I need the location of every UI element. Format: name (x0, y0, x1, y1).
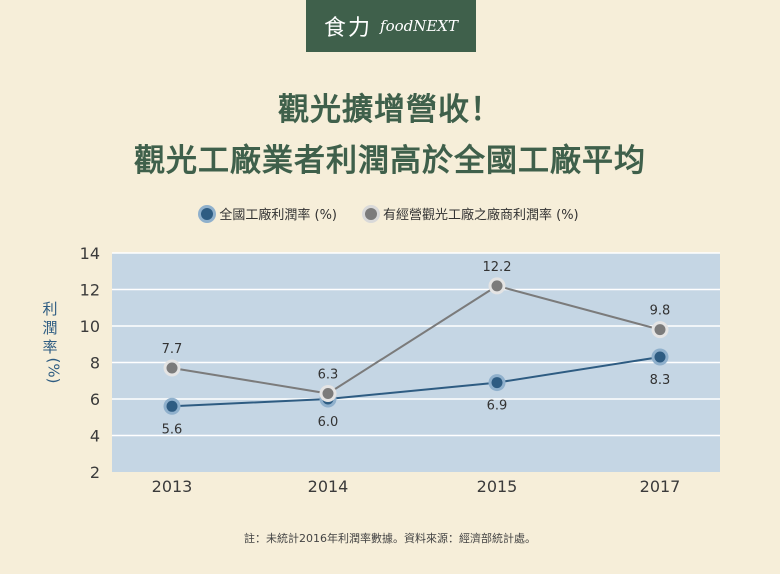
series-line-1 (171, 284, 661, 395)
y-tick-label: 14 (80, 244, 100, 263)
data-point (654, 324, 666, 336)
series-line-0 (171, 356, 661, 408)
legend-item-national: 全國工廠利潤率 (%) (201, 204, 337, 223)
data-point (166, 362, 178, 374)
logo-english: foodNEXT (380, 17, 458, 35)
data-label: 5.6 (162, 422, 183, 437)
data-point (322, 388, 334, 400)
data-label: 7.7 (162, 342, 183, 357)
data-label: 6.3 (318, 368, 339, 383)
x-tick-label: 2017 (640, 477, 681, 496)
x-tick-label: 2013 (152, 477, 193, 496)
data-label: 12.2 (483, 260, 512, 275)
data-point (491, 280, 503, 292)
x-tick-label: 2014 (308, 477, 349, 496)
data-point (166, 400, 178, 412)
logo-chinese: 食力 (324, 16, 373, 41)
y-tick-label: 2 (90, 463, 100, 482)
chart-legend: 全國工廠利潤率 (%) 有經營觀光工廠之廠商利潤率 (%) (0, 204, 780, 223)
data-point (654, 351, 666, 363)
data-label: 6.0 (318, 415, 339, 430)
foodnext-logo: 食力 foodNEXT (306, 0, 476, 52)
legend-item-tourism: 有經營觀光工廠之廠商利潤率 (%) (365, 204, 579, 223)
y-tick-label: 10 (80, 317, 100, 336)
legend-label-national: 全國工廠利潤率 (%) (219, 208, 337, 223)
y-tick-label: 8 (90, 354, 100, 373)
legend-marker-tourism (365, 207, 377, 220)
data-label: 9.8 (650, 304, 671, 319)
page-subtitle: 觀光工廠業者利潤高於全國工廠平均 (134, 143, 646, 179)
data-point (491, 377, 503, 389)
y-tick-label: 12 (80, 281, 100, 300)
footnote: 註：未統計2016年利潤率數據。資料來源：經濟部統計處。 (244, 532, 536, 545)
y-axis-label: 利潤率 (%) (40, 300, 62, 383)
page-title: 觀光擴增營收！ (278, 92, 502, 128)
data-label: 8.3 (650, 373, 671, 388)
x-tick-label: 2015 (477, 477, 518, 496)
y-axis-label-text: 利潤率 (42, 300, 58, 356)
legend-marker-national (201, 207, 214, 220)
y-tick-label: 6 (90, 390, 100, 409)
data-label: 6.9 (487, 399, 508, 414)
y-tick-label: 4 (90, 427, 100, 446)
legend-label-tourism: 有經營觀光工廠之廠商利潤率 (%) (383, 208, 579, 223)
